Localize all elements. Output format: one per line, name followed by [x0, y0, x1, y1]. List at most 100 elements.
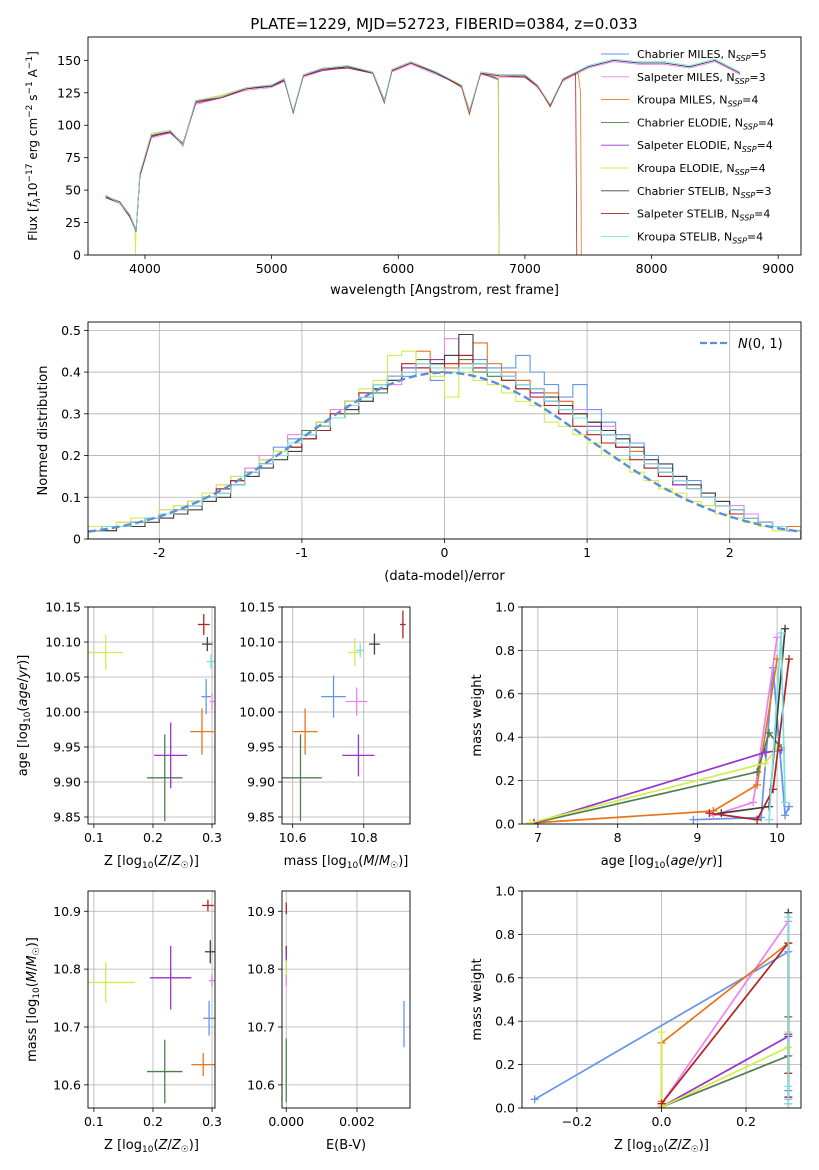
age_vs_mass-panel: 10.6 10.8 9.85 9.90 9.95 10.00 10.05 10.10 10.15…	[239, 600, 411, 871]
y-tick-label: 0.2	[495, 773, 515, 788]
y-tick-label: 0.4	[495, 1014, 515, 1029]
y-tick-label: 150	[57, 53, 81, 68]
legend-entry: Salpeter STELIB, NSSP=4	[637, 208, 770, 223]
x-tick-label: 0.002	[339, 1114, 375, 1129]
legend-entry: Chabrier STELIB, NSSP=3	[637, 185, 771, 200]
spectrum-series	[105, 58, 741, 255]
weight_vs_Z-panel: −0.2 0.0 0.2 0.0 0.2 0.4 0.6 0.8 1.0 Z [log10(Z/Z…	[470, 884, 802, 1155]
weight-line	[533, 658, 778, 824]
y-tick-label: 100	[57, 118, 81, 133]
spectrum-line	[105, 61, 500, 255]
y-tick-label: 0	[73, 248, 81, 263]
weight-line	[661, 1034, 790, 1108]
x-axis-label: age [log10(age/yr)]	[601, 854, 723, 871]
y-tick-label: 10.15	[239, 600, 275, 615]
x-axis-label: mass [log10(M/M☉)]	[284, 854, 409, 871]
x-tick-label: -2	[153, 545, 165, 560]
x-tick-label: 0.1	[84, 1114, 104, 1129]
spectrum-line	[105, 61, 582, 255]
x-tick-label: 4000	[129, 261, 161, 276]
x-tick-label: 0.2	[143, 830, 163, 845]
residuals-panel: -2 -1 0 1 2 0 0.1 0.2 0.3 0.4 0.5 N(0, 1) (data-mode…	[36, 321, 802, 584]
y-tick-label: 50	[65, 183, 81, 198]
histogram-series	[88, 333, 801, 539]
spectrum-line	[105, 62, 500, 255]
axes-frame	[521, 890, 802, 1109]
x-tick-label: 0	[441, 545, 449, 560]
x-tick-label: 2	[726, 545, 734, 560]
x-axis-label: Z [log10(Z/Z☉)]	[104, 1138, 199, 1155]
x-tick-label: 0.3	[202, 1114, 222, 1129]
normal-curve	[88, 371, 801, 533]
x-tick-label: 5000	[256, 261, 288, 276]
y-tick-label: 10.9	[247, 904, 275, 919]
x-axis-label: wavelength [Angstrom, rest frame]	[330, 283, 559, 298]
x-tick-label: 0.2	[143, 1114, 163, 1129]
x-tick-label: 9000	[762, 261, 794, 276]
x-axis-label: Z [log10(Z/Z☉)]	[104, 854, 199, 871]
x-tick-label: 10.6	[279, 830, 307, 845]
y-tick-label: 0.8	[495, 927, 515, 942]
spectrum-line	[105, 62, 500, 255]
y-tick-label: 9.90	[53, 775, 81, 790]
weight_vs_age-panel: 7 8 9 10 0.0 0.2 0.4 0.6 0.8 1.0 age [log10(age/yr…	[470, 600, 802, 871]
axes-frame	[87, 606, 216, 825]
errorbar-series	[282, 610, 406, 822]
y-tick-label: 0.3	[61, 406, 81, 421]
y-axis-label: age [log10(age/yr)]	[16, 655, 33, 777]
axes-frame	[87, 890, 216, 1109]
x-tick-label: 8000	[636, 261, 668, 276]
errorbar-series	[88, 614, 215, 822]
axes-frame	[521, 606, 802, 825]
y-tick-label: 9.95	[247, 740, 275, 755]
y-tick-label: 10.8	[247, 962, 275, 977]
y-axis-label: mass [log10(M/M☉)]	[25, 937, 42, 1062]
legend-entry: Chabrier ELODIE, NSSP=4	[637, 116, 774, 131]
mass_vs_Z-panel: 0.1 0.2 0.3 10.6 10.7 10.8 10.9 Z [log10(Z/Z☉)]…	[25, 890, 222, 1155]
y-tick-label: 0.4	[61, 365, 81, 380]
figure-title: PLATE=1229, MJD=52723, FIBERID=0384, z=0…	[250, 15, 637, 33]
y-tick-label: 0.1	[61, 490, 81, 505]
x-tick-label: 10.8	[350, 830, 378, 845]
x-tick-label: 0.3	[202, 830, 222, 845]
x-tick-label: 0.000	[268, 1114, 304, 1129]
legend-entry: N(0, 1)	[738, 337, 783, 352]
y-tick-label: 125	[57, 85, 81, 100]
legend-entry: Salpeter ELODIE, NSSP=4	[637, 139, 773, 154]
y-tick-label: 0.2	[61, 448, 81, 463]
y-tick-label: 9.95	[53, 740, 81, 755]
y-tick-label: 9.90	[247, 775, 275, 790]
x-axis-label: Z [log10(Z/Z☉)]	[614, 1138, 709, 1155]
y-tick-label: 0.0	[495, 1101, 515, 1116]
y-tick-label: 10.7	[53, 1019, 81, 1034]
x-tick-label: 8	[614, 830, 622, 845]
y-axis-label: Normed distribution	[36, 366, 51, 496]
y-tick-label: 10.10	[45, 635, 81, 650]
x-tick-label: 0.1	[84, 830, 104, 845]
mass_vs_ebv-panel: 0.000 0.002 10.6 10.7 10.8 10.9 E(B-V)	[247, 890, 411, 1153]
y-tick-label: 0.4	[495, 730, 515, 745]
y-tick-label: 10.00	[239, 705, 275, 720]
weight-line	[661, 1016, 790, 1108]
x-tick-label: 7	[534, 830, 542, 845]
y-axis-label: Flux [fλ10−17 erg cm−2 s−1 A−1]	[25, 51, 43, 241]
y-tick-label: 0.5	[61, 323, 81, 338]
y-tick-label: 25	[65, 215, 81, 230]
y-tick-label: 0.0	[495, 817, 515, 832]
legend-entry: Chabrier MILES, NSSP=5	[637, 48, 767, 63]
axes-frame	[87, 36, 802, 256]
axes-frame	[281, 606, 411, 825]
y-tick-label: 10.6	[53, 1077, 81, 1092]
y-tick-label: 0	[73, 532, 81, 547]
y-tick-label: 0.2	[495, 1057, 515, 1072]
weight-series	[525, 624, 794, 824]
x-tick-label: 6000	[382, 261, 414, 276]
y-tick-label: 1.0	[495, 884, 515, 899]
spectrum-line	[105, 58, 741, 231]
axes-frame	[281, 890, 411, 1109]
y-tick-label: 10.05	[45, 670, 81, 685]
y-tick-label: 10.6	[247, 1077, 275, 1092]
x-tick-label: −0.2	[562, 1114, 592, 1129]
x-tick-label: 9	[693, 830, 701, 845]
